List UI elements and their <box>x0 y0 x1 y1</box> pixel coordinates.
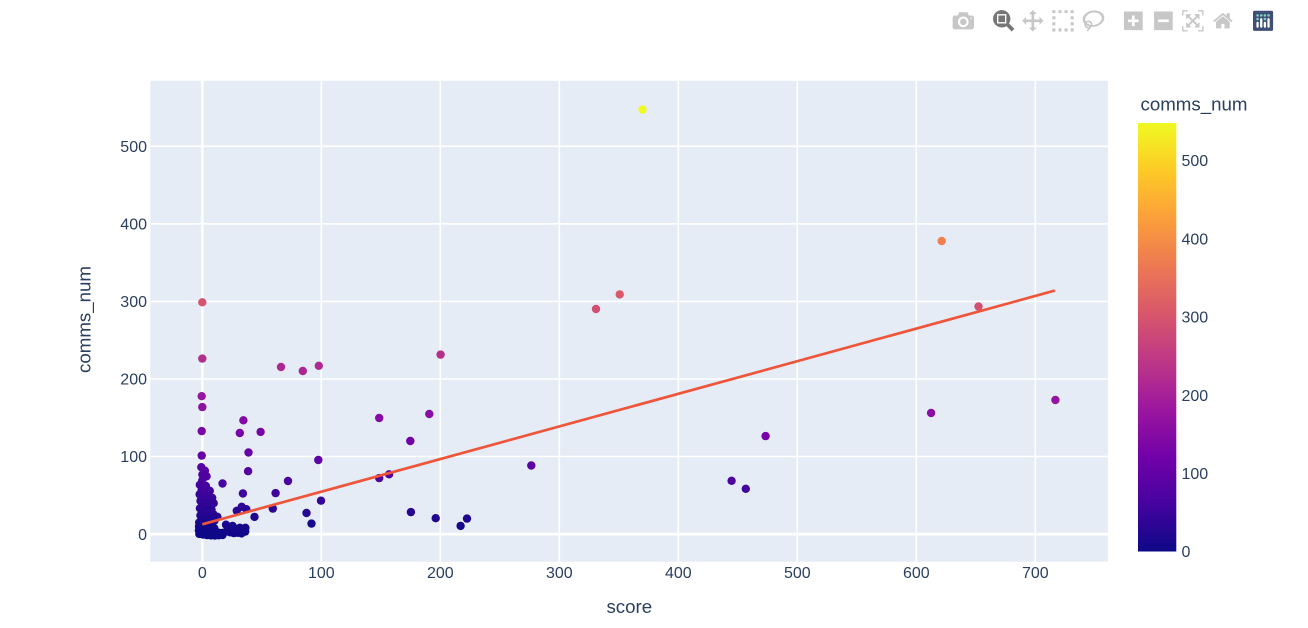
svg-text:score: score <box>606 596 652 617</box>
svg-text:300: 300 <box>120 294 147 311</box>
svg-text:200: 200 <box>120 372 147 389</box>
svg-text:100: 100 <box>120 449 147 466</box>
svg-text:400: 400 <box>120 217 147 234</box>
svg-text:500: 500 <box>784 565 811 582</box>
svg-text:0: 0 <box>198 565 207 582</box>
svg-text:500: 500 <box>120 139 147 156</box>
svg-text:400: 400 <box>1182 231 1209 248</box>
svg-text:100: 100 <box>1182 466 1209 483</box>
svg-text:700: 700 <box>1022 565 1049 582</box>
svg-text:500: 500 <box>1182 153 1209 170</box>
svg-text:300: 300 <box>546 565 573 582</box>
svg-text:200: 200 <box>427 565 454 582</box>
svg-text:300: 300 <box>1182 310 1209 327</box>
svg-text:comms_num: comms_num <box>74 266 96 373</box>
svg-text:0: 0 <box>1182 544 1191 561</box>
svg-text:200: 200 <box>1182 388 1209 405</box>
svg-text:400: 400 <box>665 565 692 582</box>
svg-text:600: 600 <box>903 565 930 582</box>
svg-text:100: 100 <box>308 565 335 582</box>
svg-text:comms_num: comms_num <box>1141 94 1248 116</box>
svg-text:0: 0 <box>138 527 147 544</box>
